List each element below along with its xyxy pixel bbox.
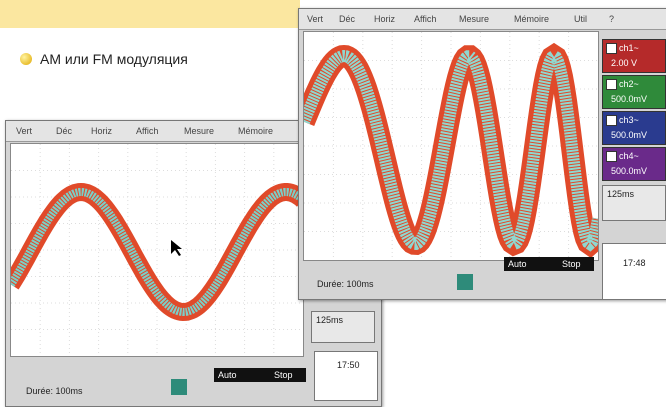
clock: 17:50 — [337, 360, 360, 370]
mode[interactable]: Stop — [274, 370, 293, 380]
menu-item[interactable]: Vert — [16, 126, 32, 136]
menu-bar: Vert Déc Horiz Affich Mesure Mémoire Uti… — [299, 9, 666, 30]
waveform-plot — [303, 31, 599, 261]
header-band — [0, 0, 300, 28]
menu-item[interactable]: Horiz — [91, 126, 112, 136]
channel-panel: ch1~ 2.00 V ch2~ 500.0mV ch3~ 500.0mV ch4~ 5… — [599, 39, 666, 299]
cursor — [171, 240, 182, 256]
channel-scale: 500.0mV — [611, 94, 647, 104]
clock-box: 17:48 — [602, 243, 666, 300]
menu-item[interactable]: Vert — [307, 14, 323, 24]
channel-label: ch3~ — [619, 115, 639, 125]
mode[interactable]: Auto — [218, 370, 237, 380]
sweep: 125ms — [316, 315, 343, 325]
menu-item[interactable]: ? — [609, 14, 614, 24]
menu-item[interactable]: Affich — [414, 14, 436, 24]
icon[interactable] — [171, 379, 187, 395]
menu-item[interactable]: Mesure — [459, 14, 489, 24]
channel[interactable]: ch4~ 500.0mV — [602, 147, 666, 181]
menu-item[interactable]: Util — [574, 14, 587, 24]
channel-label: ch4~ — [619, 151, 639, 161]
channel-scale: 500.0mV — [611, 130, 647, 140]
sweep: 125ms — [607, 189, 634, 199]
menu-item[interactable]: Déc — [339, 14, 355, 24]
mode-bar: Auto Stop — [214, 368, 306, 382]
icon[interactable] — [457, 274, 473, 290]
waveform-plot — [10, 143, 304, 357]
channel-label: ch1~ — [619, 43, 639, 53]
menu-item[interactable]: Déc — [56, 126, 72, 136]
channel[interactable]: ch2~ 500.0mV — [602, 75, 666, 109]
clock: 17:48 — [623, 258, 646, 268]
sweep-box: 125ms — [602, 185, 666, 221]
menu-item[interactable]: Mémoire — [514, 14, 549, 24]
menu-item[interactable]: Affich — [136, 126, 158, 136]
page: АМ или FM модуляция Vert Déc Horiz Affic… — [0, 0, 666, 405]
timebase: Durée: 100ms — [26, 386, 83, 396]
sweep-box: 125ms — [311, 311, 375, 343]
channel[interactable]: ch1~ 2.00 V — [602, 39, 666, 73]
mode[interactable]: Auto — [508, 259, 527, 269]
channel[interactable]: ch3~ 500.0mV — [602, 111, 666, 145]
mode-bar: Auto Stop — [504, 257, 594, 271]
channel-scale: 500.0mV — [611, 166, 647, 176]
channel-scale: 2.00 V — [611, 58, 637, 68]
menu-item[interactable]: Mémoire — [238, 126, 273, 136]
mode[interactable]: Stop — [562, 259, 581, 269]
menu-item[interactable]: Horiz — [374, 14, 395, 24]
channel-label: ch2~ — [619, 79, 639, 89]
menu-item[interactable]: Mesure — [184, 126, 214, 136]
timebase: Durée: 100ms — [317, 279, 374, 289]
scope-window: Vert Déc Horiz Affich Mesure Mémoire Uti… — [298, 8, 666, 300]
bullet — [20, 53, 32, 65]
bullet-text: АМ или FM модуляция — [40, 51, 188, 67]
clock-box: 17:50 — [314, 351, 378, 401]
